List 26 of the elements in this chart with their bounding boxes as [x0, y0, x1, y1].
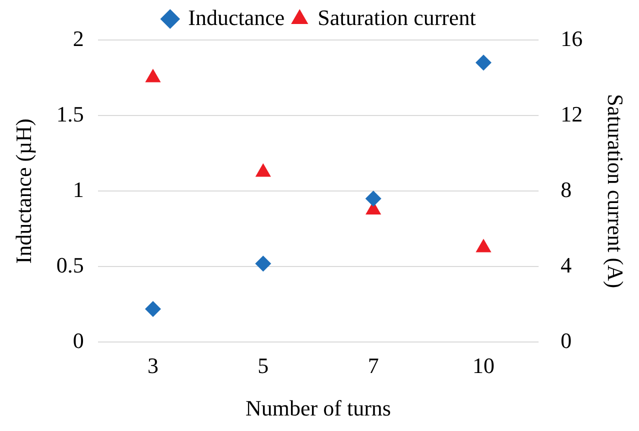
y-tick-label: 1	[72, 176, 84, 202]
point	[476, 54, 492, 71]
point	[365, 190, 382, 207]
point	[144, 300, 161, 317]
x-tick-label: 7	[368, 353, 379, 378]
y2-tick-label: 8	[560, 176, 572, 202]
y-axis-title: Inductance (µH)	[10, 118, 36, 264]
y-tick-label: 0	[72, 328, 84, 353]
x-axis-title: Number of turns	[246, 396, 391, 421]
y2-tick-label: 16	[560, 26, 583, 51]
x-tick-label: 10	[472, 353, 495, 378]
point	[255, 163, 271, 177]
point	[476, 238, 492, 252]
y-tick-label: 0.5	[56, 252, 84, 278]
legend-label: Inductance	[188, 4, 285, 30]
y2-tick-label: 4	[560, 252, 572, 278]
y2-tick-label: 0	[560, 328, 572, 353]
point	[145, 68, 161, 82]
y2-tick-label: 12	[560, 101, 583, 126]
y2-axis-title: Saturation current (A)	[603, 94, 628, 288]
x-tick-label: 5	[258, 353, 269, 378]
x-tick-label: 3	[147, 353, 158, 378]
y-tick-label: 2	[72, 26, 84, 51]
legend-label: Saturation current	[318, 4, 476, 30]
point	[255, 256, 272, 272]
y-tick-label: 1.5	[56, 101, 84, 126]
